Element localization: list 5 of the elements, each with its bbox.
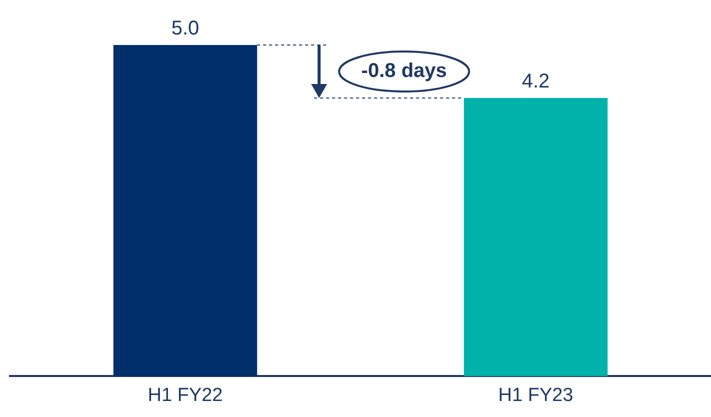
annotation: -0.8 days — [361, 60, 447, 82]
data-label: 4.2 — [522, 70, 550, 93]
x-tick-label: H1 FY22 — [148, 384, 223, 406]
x-tick-label: H1 FY23 — [498, 384, 574, 406]
data-label: 5.0 — [171, 18, 200, 40]
